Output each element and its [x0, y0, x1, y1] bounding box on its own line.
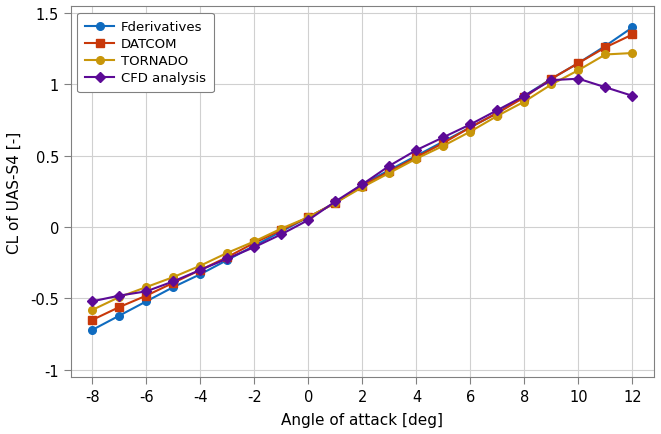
- DATCOM: [440, 141, 447, 146]
- TORNADO: [169, 275, 177, 280]
- TORNADO: [251, 239, 258, 244]
- X-axis label: Angle of attack [deg]: Angle of attack [deg]: [282, 412, 444, 427]
- Line: TORNADO: TORNADO: [89, 50, 637, 314]
- Fderivatives: [223, 258, 231, 263]
- DATCOM: [574, 61, 582, 66]
- CFD analysis: [547, 79, 555, 84]
- DATCOM: [494, 111, 502, 116]
- TORNADO: [116, 295, 124, 300]
- TORNADO: [467, 130, 475, 135]
- TORNADO: [385, 171, 393, 176]
- Fderivatives: [251, 243, 258, 249]
- DATCOM: [629, 33, 637, 38]
- DATCOM: [602, 46, 609, 51]
- DATCOM: [223, 255, 231, 260]
- CFD analysis: [196, 268, 204, 273]
- TORNADO: [574, 69, 582, 74]
- CFD analysis: [305, 218, 313, 223]
- Fderivatives: [574, 61, 582, 66]
- TORNADO: [602, 53, 609, 58]
- CFD analysis: [467, 122, 475, 128]
- Fderivatives: [278, 229, 286, 234]
- CFD analysis: [278, 232, 286, 237]
- TORNADO: [440, 144, 447, 149]
- CFD analysis: [358, 182, 366, 187]
- CFD analysis: [440, 135, 447, 141]
- CFD analysis: [520, 94, 528, 99]
- Fderivatives: [169, 285, 177, 290]
- DATCOM: [169, 280, 177, 286]
- CFD analysis: [223, 256, 231, 262]
- DATCOM: [385, 169, 393, 174]
- Fderivatives: [440, 140, 447, 145]
- TORNADO: [89, 308, 97, 313]
- Fderivatives: [358, 182, 366, 187]
- TORNADO: [278, 227, 286, 232]
- DATCOM: [331, 201, 339, 206]
- Fderivatives: [629, 26, 637, 31]
- DATCOM: [89, 318, 97, 323]
- TORNADO: [547, 82, 555, 88]
- Fderivatives: [385, 168, 393, 173]
- Fderivatives: [547, 77, 555, 82]
- Fderivatives: [305, 215, 313, 220]
- Fderivatives: [89, 328, 97, 333]
- TORNADO: [143, 285, 151, 290]
- CFD analysis: [629, 94, 637, 99]
- Fderivatives: [331, 201, 339, 206]
- Line: Fderivatives: Fderivatives: [89, 24, 637, 334]
- CFD analysis: [385, 164, 393, 169]
- TORNADO: [412, 157, 420, 162]
- DATCOM: [547, 77, 555, 82]
- DATCOM: [143, 293, 151, 299]
- Fderivatives: [412, 154, 420, 159]
- Fderivatives: [196, 272, 204, 277]
- Line: DATCOM: DATCOM: [89, 32, 637, 324]
- DATCOM: [412, 155, 420, 161]
- TORNADO: [520, 100, 528, 105]
- TORNADO: [305, 215, 313, 220]
- CFD analysis: [116, 293, 124, 299]
- Legend: Fderivatives, DATCOM, TORNADO, CFD analysis: Fderivatives, DATCOM, TORNADO, CFD analy…: [77, 13, 214, 93]
- TORNADO: [223, 250, 231, 256]
- CFD analysis: [494, 108, 502, 113]
- DATCOM: [305, 215, 313, 220]
- TORNADO: [358, 185, 366, 191]
- TORNADO: [494, 114, 502, 119]
- CFD analysis: [251, 245, 258, 250]
- CFD analysis: [412, 148, 420, 153]
- CFD analysis: [169, 279, 177, 284]
- TORNADO: [629, 51, 637, 56]
- Fderivatives: [467, 125, 475, 131]
- CFD analysis: [89, 299, 97, 304]
- Fderivatives: [494, 111, 502, 116]
- Fderivatives: [602, 44, 609, 49]
- CFD analysis: [143, 289, 151, 294]
- DATCOM: [520, 95, 528, 101]
- CFD analysis: [574, 77, 582, 82]
- Line: CFD analysis: CFD analysis: [89, 76, 637, 306]
- TORNADO: [331, 201, 339, 206]
- DATCOM: [196, 268, 204, 273]
- DATCOM: [278, 228, 286, 233]
- Fderivatives: [116, 313, 124, 319]
- DATCOM: [467, 125, 475, 131]
- DATCOM: [251, 240, 258, 246]
- TORNADO: [196, 263, 204, 269]
- Fderivatives: [143, 299, 151, 304]
- CFD analysis: [602, 85, 609, 91]
- Y-axis label: CL of UAS-S4 [-]: CL of UAS-S4 [-]: [7, 131, 22, 253]
- CFD analysis: [331, 199, 339, 204]
- DATCOM: [116, 305, 124, 310]
- Fderivatives: [520, 94, 528, 99]
- DATCOM: [358, 184, 366, 189]
